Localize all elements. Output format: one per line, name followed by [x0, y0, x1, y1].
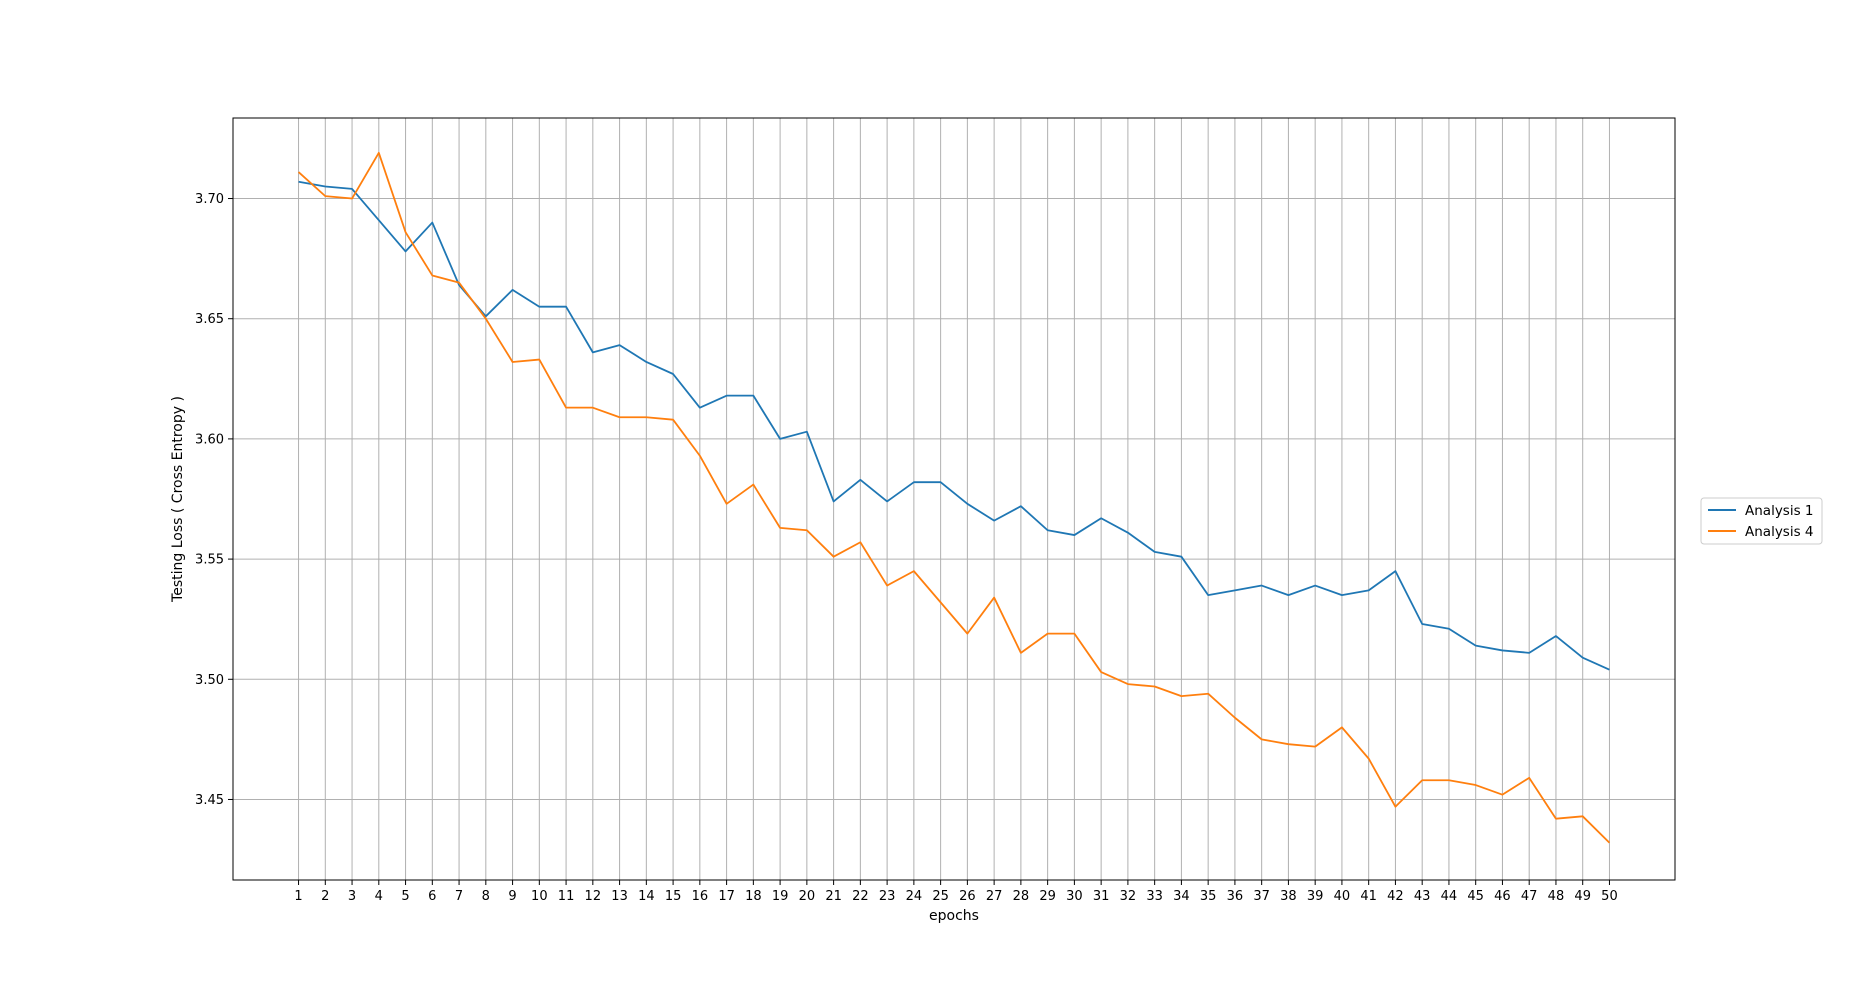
- x-tick-label: 8: [482, 889, 490, 904]
- series-lines: [297, 151, 1611, 844]
- x-tick-label: 43: [1414, 889, 1431, 904]
- x-tick-label: 44: [1441, 889, 1458, 904]
- x-tick-label: 20: [799, 889, 816, 904]
- x-tick-label: 36: [1227, 889, 1244, 904]
- x-tick-label: 34: [1173, 889, 1190, 904]
- x-tick-label: 38: [1280, 889, 1297, 904]
- x-tick-label: 39: [1307, 889, 1324, 904]
- legend-label-2: Analysis 4: [1745, 524, 1814, 540]
- x-tick-label: 11: [558, 889, 575, 904]
- x-tick-label: 25: [932, 889, 949, 904]
- x-tick-label: 24: [906, 889, 923, 904]
- x-tick-label: 26: [959, 889, 976, 904]
- y-tick-label: 3.50: [195, 673, 224, 688]
- x-tick-label: 37: [1253, 889, 1270, 904]
- x-tick-label: 6: [428, 889, 436, 904]
- x-tick-label: 7: [455, 889, 463, 904]
- x-tick-label: 18: [745, 889, 762, 904]
- plot-frame: [232, 117, 1676, 881]
- x-tick-label: 12: [585, 889, 602, 904]
- y-tick-label: 3.60: [195, 432, 224, 447]
- x-tick-label: 29: [1039, 889, 1056, 904]
- x-tick-label: 31: [1093, 889, 1110, 904]
- x-axis-ticks: 1 2 3 4 5 6 7 8 9 10 11 12 13 14 15 16 17 18 19 20 21 22 23 24 2…: [294, 880, 1618, 904]
- x-tick-label: 35: [1200, 889, 1217, 904]
- x-tick-label: 5: [401, 889, 409, 904]
- x-tick-label: 10: [531, 889, 548, 904]
- x-tick-label: 28: [1013, 889, 1030, 904]
- x-tick-label: 50: [1601, 889, 1618, 904]
- x-tick-label: 27: [986, 889, 1003, 904]
- y-axis-ticks: 3.45 3.50 3.55 3.60 3.65 3.70: [195, 192, 233, 808]
- legend-label-1: Analysis 1: [1745, 503, 1814, 519]
- x-tick-label: 48: [1548, 889, 1565, 904]
- y-axis-label: Testing Loss ( Cross Entropy ): [170, 396, 186, 603]
- x-tick-label: 21: [825, 889, 842, 904]
- x-tick-label: 4: [375, 889, 383, 904]
- x-tick-label: 40: [1334, 889, 1351, 904]
- x-tick-label: 9: [508, 889, 516, 904]
- x-tick-label: 49: [1574, 889, 1591, 904]
- x-tick-label: 14: [638, 889, 655, 904]
- x-axis-label: epochs: [929, 908, 979, 924]
- x-tick-label: 2: [321, 889, 329, 904]
- x-tick-label: 16: [692, 889, 709, 904]
- series-line-2: [297, 151, 1611, 844]
- x-tick-label: 42: [1387, 889, 1404, 904]
- y-tick-label: 3.55: [195, 553, 224, 568]
- x-tick-label: 33: [1146, 889, 1163, 904]
- x-tick-label: 47: [1521, 889, 1538, 904]
- x-tick-label: 32: [1120, 889, 1137, 904]
- x-tick-label: 19: [772, 889, 789, 904]
- x-tick-label: 41: [1360, 889, 1377, 904]
- y-tick-label: 3.45: [195, 793, 224, 808]
- grid-lines: [233, 118, 1675, 880]
- x-tick-label: 30: [1066, 889, 1083, 904]
- series-line-1: [298, 180, 1610, 671]
- x-tick-label: 15: [665, 889, 682, 904]
- x-tick-label: 13: [611, 889, 628, 904]
- x-tick-label: 46: [1494, 889, 1511, 904]
- x-tick-label: 3: [348, 889, 356, 904]
- x-tick-label: 17: [718, 889, 735, 904]
- y-tick-label: 3.70: [195, 192, 224, 207]
- x-tick-label: 1: [294, 889, 302, 904]
- x-tick-label: 45: [1467, 889, 1484, 904]
- x-tick-label: 23: [879, 889, 896, 904]
- legend: Analysis 1 Analysis 4: [1700, 497, 1823, 545]
- y-tick-label: 3.65: [195, 312, 224, 327]
- x-tick-label: 22: [852, 889, 869, 904]
